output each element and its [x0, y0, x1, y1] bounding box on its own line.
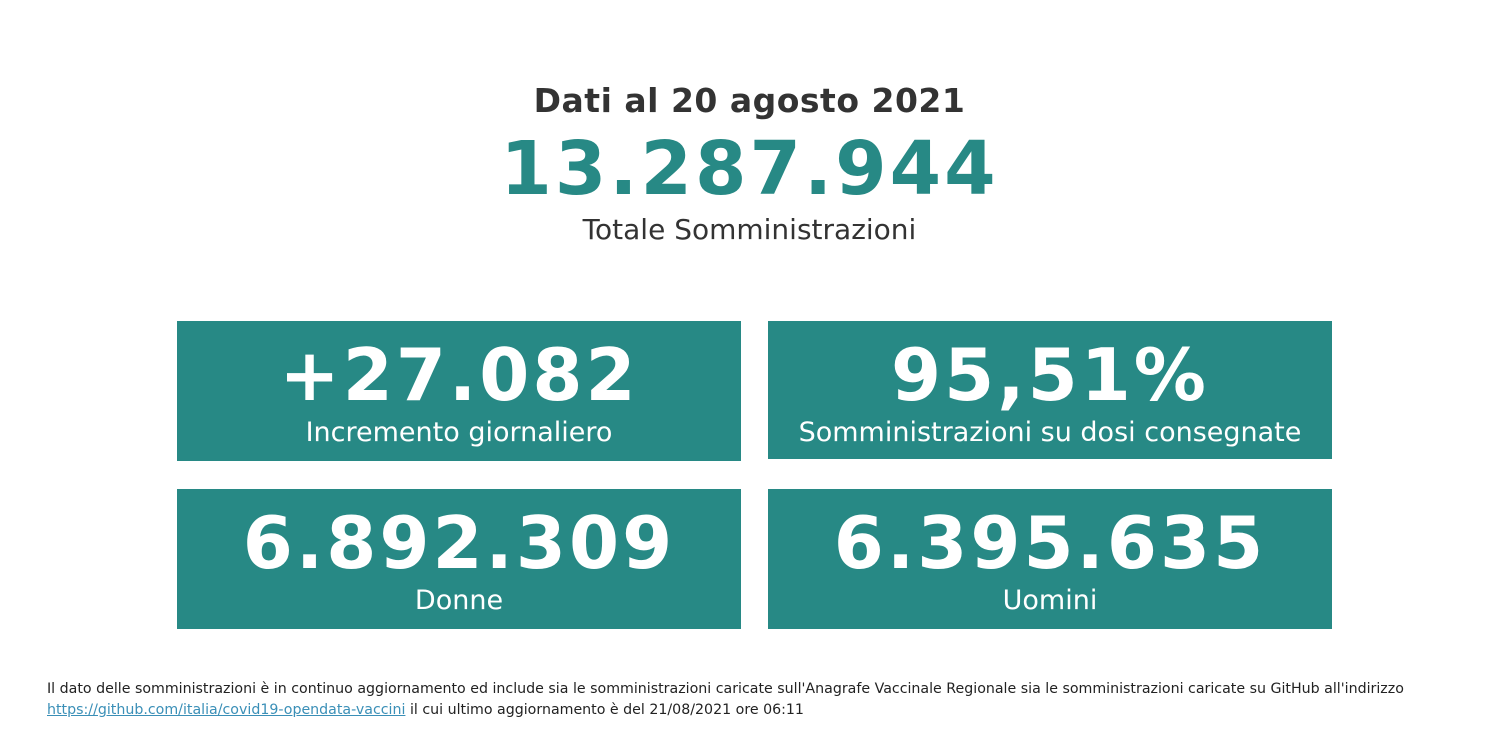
footer-text-before-link: Il dato delle somministrazioni è in cont… — [47, 681, 1404, 697]
men-value: 6.395.635 — [833, 501, 1267, 585]
daily-increment-label: Incremento giornaliero — [305, 417, 613, 448]
women-value: 6.892.309 — [242, 501, 676, 585]
total-administrations-label: Totale Somministrazioni — [582, 213, 917, 246]
summary-header: Dati al 20 agosto 2021 13.287.944 Totale… — [0, 78, 1499, 248]
data-date-label: Dati al 20 agosto 2021 — [533, 81, 966, 120]
github-link[interactable]: https://github.com/italia/covid19-openda… — [47, 702, 406, 718]
daily-increment-value: +27.082 — [279, 333, 639, 417]
men-label: Uomini — [1002, 585, 1098, 616]
footer-note: Il dato delle somministrazioni è in cont… — [47, 679, 1477, 721]
women-card: 6.892.309 Donne — [177, 489, 741, 629]
footer-text-after-link: il cui ultimo aggiornamento è del 21/08/… — [409, 702, 804, 718]
men-card: 6.395.635 Uomini — [768, 489, 1332, 629]
administered-ratio-card: 95,51% Somministrazioni su dosi consegna… — [768, 321, 1332, 459]
administered-ratio-value: 95,51% — [891, 333, 1209, 417]
administered-ratio-label: Somministrazioni su dosi consegnate — [798, 417, 1302, 448]
women-label: Donne — [414, 585, 504, 616]
daily-increment-card: +27.082 Incremento giornaliero — [177, 321, 741, 461]
total-administrations-value: 13.287.944 — [500, 126, 999, 212]
